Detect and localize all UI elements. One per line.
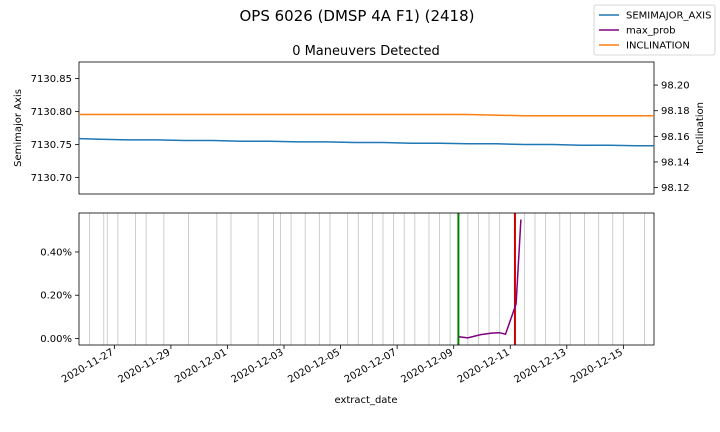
top-series: [78, 113, 654, 147]
xtick-label: 2020-12-01: [173, 347, 229, 386]
top-ytick-label: 7130.85: [31, 74, 72, 85]
top-right-ticks: 98.12 98.14 98.16 98.18 98.20: [654, 81, 690, 194]
top-series-inclination-line: [79, 113, 654, 117]
bottom-maneuver-lines: [457, 213, 516, 345]
top-panel-title: 0 Maneuvers Detected: [292, 44, 440, 59]
xtick-label: 2020-11-27: [60, 347, 116, 386]
top-ytick-right-label: 98.18: [661, 106, 690, 117]
top-ytick-right-label: 98.12: [661, 183, 690, 194]
bottom-series-max-prob-line: [458, 219, 522, 339]
legend-box: [593, 4, 716, 56]
bottom-ytick-label: 0.20%: [40, 291, 72, 302]
top-ytick-right-label: 98.20: [661, 81, 690, 92]
xtick-label: 2020-12-11: [456, 347, 512, 386]
top-panel: 0 Maneuvers Detected 7130.707130.757130.…: [13, 44, 706, 195]
bottom-ytick-label: 0.00%: [40, 334, 72, 345]
bottom-x-ticks: 2020-11-27 2020-11-29 2020-12-01 2020-12-03…: [60, 345, 625, 386]
top-ylabel: Semimajor Axis: [13, 89, 24, 167]
bottom-ytick-label: 0.40%: [40, 247, 72, 258]
bottom-left-ticks: 0.00% 0.20% 0.40%: [40, 247, 79, 345]
xtick-label: 2020-12-15: [569, 347, 625, 386]
bottom-data-gridlines: [89, 213, 646, 345]
top-left-ticks: 7130.70 7130.75 7130.80 7130.85: [31, 74, 79, 184]
xtick-label: 2020-12-07: [343, 347, 399, 386]
xtick-label: 2020-12-09: [399, 347, 455, 386]
top-panel-frame: [78, 61, 655, 195]
bottom-panel-frame: [78, 212, 655, 346]
legend-label: max_prob: [626, 26, 676, 37]
xtick-label: 2020-12-13: [512, 347, 568, 386]
legend: SEMIMAJOR_AXIS max_prob INCLINATION: [593, 4, 716, 56]
bottom-xlabel: extract_date: [334, 395, 397, 406]
top-ylabel-right: Inclination: [695, 102, 706, 154]
legend-label: INCLINATION: [626, 41, 690, 52]
legend-entries: SEMIMAJOR_AXIS max_prob INCLINATION: [599, 11, 711, 52]
top-series-semimajor-axis-line: [78, 137, 654, 147]
top-ytick-label: 7130.70: [31, 173, 72, 184]
bottom-panel: 0.00%0.20%0.40% 2020-11-27 2020-11-29 2020…: [40, 212, 655, 406]
bottom-series: [458, 219, 522, 339]
top-ytick-label: 7130.80: [31, 107, 72, 118]
xtick-label: 2020-12-05: [286, 347, 342, 386]
legend-label: SEMIMAJOR_AXIS: [626, 11, 711, 22]
top-ytick-label: 7130.75: [31, 140, 72, 151]
top-ytick-right-label: 98.14: [661, 157, 690, 168]
xtick-label: 2020-12-03: [230, 347, 286, 386]
figure-suptitle: OPS 6026 (DMSP 4A F1) (2418): [239, 7, 474, 25]
xtick-label: 2020-11-29: [117, 347, 173, 386]
top-ytick-right-label: 98.16: [661, 132, 690, 143]
